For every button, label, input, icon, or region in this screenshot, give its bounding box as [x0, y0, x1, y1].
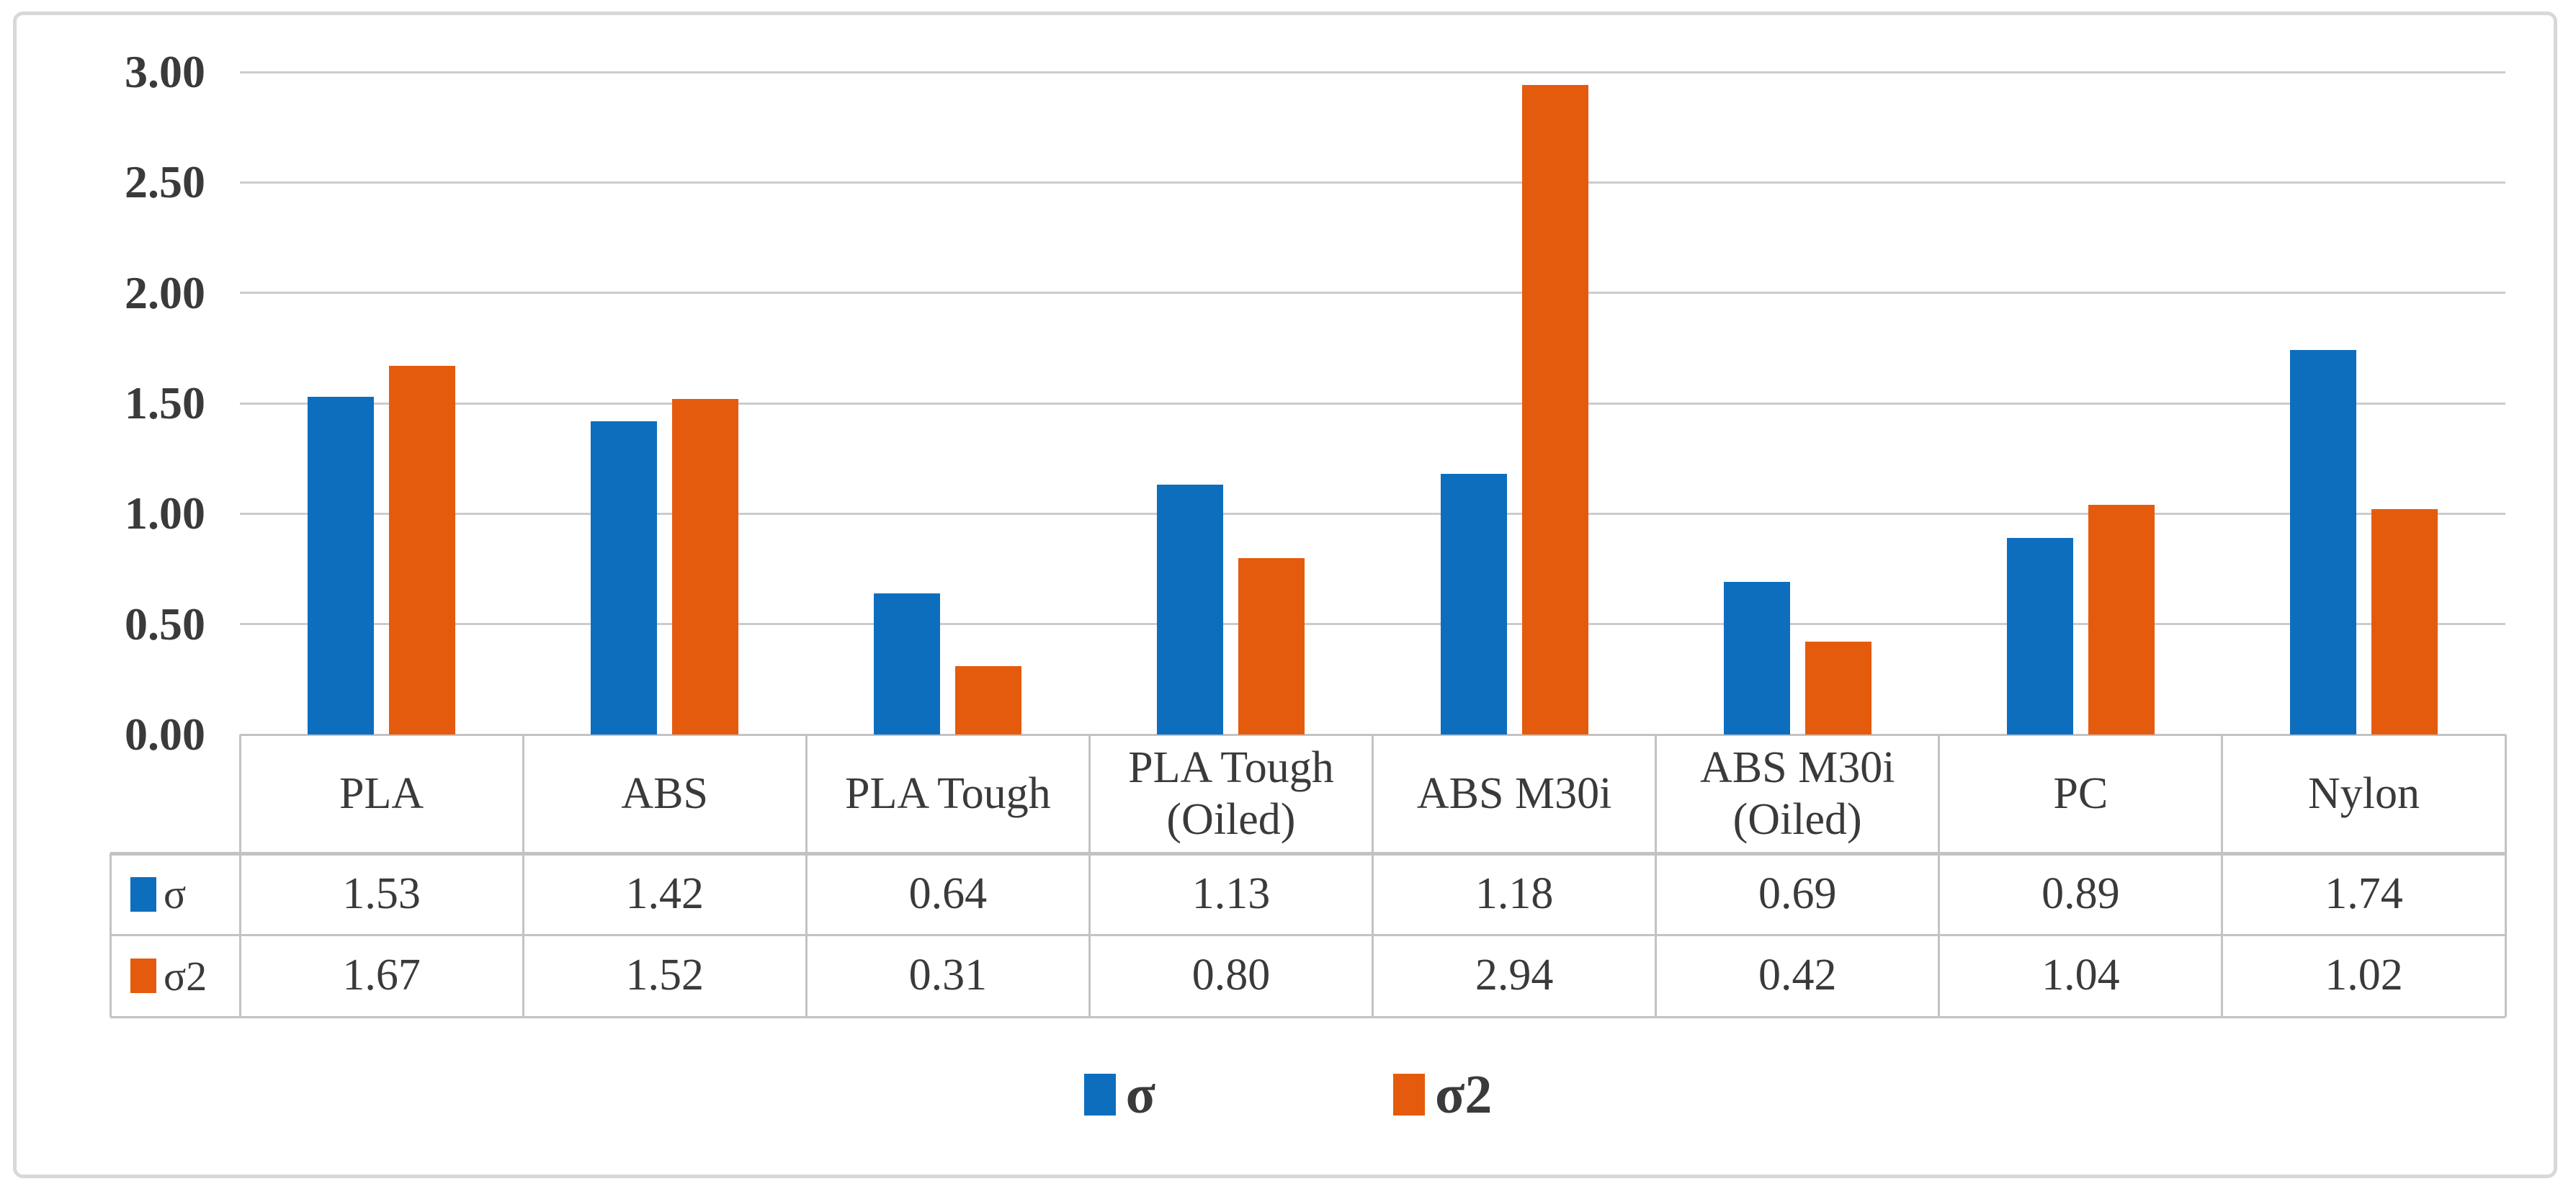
row-header-label: σ: [164, 871, 187, 917]
y-tick-label: 0.00: [125, 709, 205, 760]
y-tick-label: 2.50: [125, 156, 205, 208]
chart-border: [13, 12, 2557, 1178]
category-header-PLA Tough: PLA Tough: [844, 768, 1051, 818]
table-column-border: [1938, 735, 1941, 1017]
bar-σ2-Nylon: [2371, 509, 2438, 735]
row-header-σ2: σ2: [110, 935, 240, 1017]
table-column-border: [2221, 735, 2224, 1017]
gridline-2.50: [240, 181, 2505, 184]
legend-item-σ2: σ2: [1393, 1067, 1492, 1122]
table-cell-σ2-ABS M30i: 2.94: [1475, 951, 1554, 1000]
legend-swatch-σ2: [1393, 1074, 1425, 1116]
gridline-1.00: [240, 512, 2505, 515]
y-tick-label: 1.50: [125, 377, 205, 428]
gridline-0.50: [240, 623, 2505, 626]
table-cell-σ2-ABS: 1.52: [625, 951, 704, 1000]
category-header-PLA Tough (Oiled): PLA Tough (Oiled): [1128, 743, 1334, 844]
bar-σ-PLA: [308, 397, 374, 735]
y-tick-label: 2.00: [125, 266, 205, 318]
row-header-label: σ2: [164, 952, 207, 1000]
table-column-border: [1655, 735, 1658, 1017]
gridline-3.00: [240, 71, 2505, 73]
category-header-ABS: ABS: [621, 768, 708, 818]
table-cell-σ2-PLA: 1.67: [342, 951, 421, 1000]
category-header-ABS M30i: ABS M30i: [1416, 768, 1612, 818]
bar-σ-PLA Tough: [874, 593, 940, 735]
table-header-separator: [110, 851, 2505, 856]
bar-σ-ABS: [591, 421, 657, 735]
table-column-border: [522, 735, 524, 1017]
y-tick-label: 1.00: [125, 488, 205, 539]
category-header-PLA: PLA: [339, 768, 424, 818]
table-cell-σ2-Nylon: 1.02: [2325, 951, 2403, 1000]
y-tick-label: 0.50: [125, 598, 205, 650]
legend-swatch-σ: [1083, 1074, 1116, 1116]
table-column-border: [1372, 735, 1374, 1017]
bar-σ2-PLA Tough (Oiled): [1238, 558, 1305, 735]
table-cell-σ2-ABS M30i (Oiled): 0.42: [1758, 951, 1837, 1000]
legend-label-σ: σ: [1125, 1064, 1155, 1125]
legend-key-swatch-σ2: [130, 959, 156, 993]
table-key-left-border: [109, 853, 112, 1017]
table-cell-σ2-PLA Tough: 0.31: [908, 951, 988, 1000]
category-header-PC: PC: [2053, 768, 2108, 818]
bar-σ-ABS M30i: [1441, 474, 1507, 735]
bar-σ2-PC: [2088, 505, 2155, 735]
gridline-1.50: [240, 402, 2505, 405]
table-column-border: [1088, 735, 1091, 1017]
table-cell-σ-PC: 0.89: [2041, 868, 2120, 918]
table-cell-σ-ABS M30i (Oiled): 0.69: [1758, 868, 1837, 918]
category-header-ABS M30i (Oiled): ABS M30i (Oiled): [1699, 743, 1895, 844]
bar-σ2-ABS: [672, 399, 738, 735]
legend-key-swatch-σ: [130, 876, 156, 912]
table-cell-σ-ABS M30i: 1.18: [1475, 868, 1554, 918]
bar-σ-PLA Tough (Oiled): [1157, 485, 1223, 735]
y-tick-label: 3.00: [125, 46, 205, 97]
table-cell-σ-PLA: 1.53: [342, 868, 421, 918]
bar-σ2-ABS M30i (Oiled): [1805, 642, 1871, 735]
chart-legend: σ σ2: [0, 1041, 2576, 1149]
gridline-2.00: [240, 292, 2505, 295]
bar-σ-Nylon: [2290, 350, 2356, 735]
bar-σ2-PLA: [389, 366, 455, 735]
table-cell-σ-PLA Tough (Oiled): 1.13: [1191, 868, 1271, 918]
legend-item-σ: σ: [1083, 1064, 1155, 1125]
table-cell-σ-Nylon: 1.74: [2325, 868, 2403, 918]
bar-σ2-PLA Tough: [955, 666, 1021, 735]
row-header-σ: σ: [110, 853, 240, 935]
table-column-border: [2504, 735, 2507, 1017]
category-header-Nylon: Nylon: [2307, 768, 2420, 818]
table-column-border: [238, 735, 241, 1017]
table-cell-σ-ABS: 1.42: [625, 868, 704, 918]
legend-label-σ2: σ2: [1435, 1064, 1493, 1125]
table-bottom-border: [110, 1015, 2505, 1018]
table-cell-σ-PLA Tough: 0.64: [908, 868, 988, 918]
table-cell-σ2-PC: 1.04: [2041, 951, 2120, 1000]
table-row-separator: [110, 933, 2505, 936]
bar-σ-ABS M30i (Oiled): [1724, 582, 1790, 735]
bar-σ2-ABS M30i: [1522, 85, 1588, 735]
bar-σ-PC: [2007, 538, 2073, 735]
table-cell-σ2-PLA Tough (Oiled): 0.80: [1191, 951, 1271, 1000]
table-column-border: [805, 735, 808, 1017]
